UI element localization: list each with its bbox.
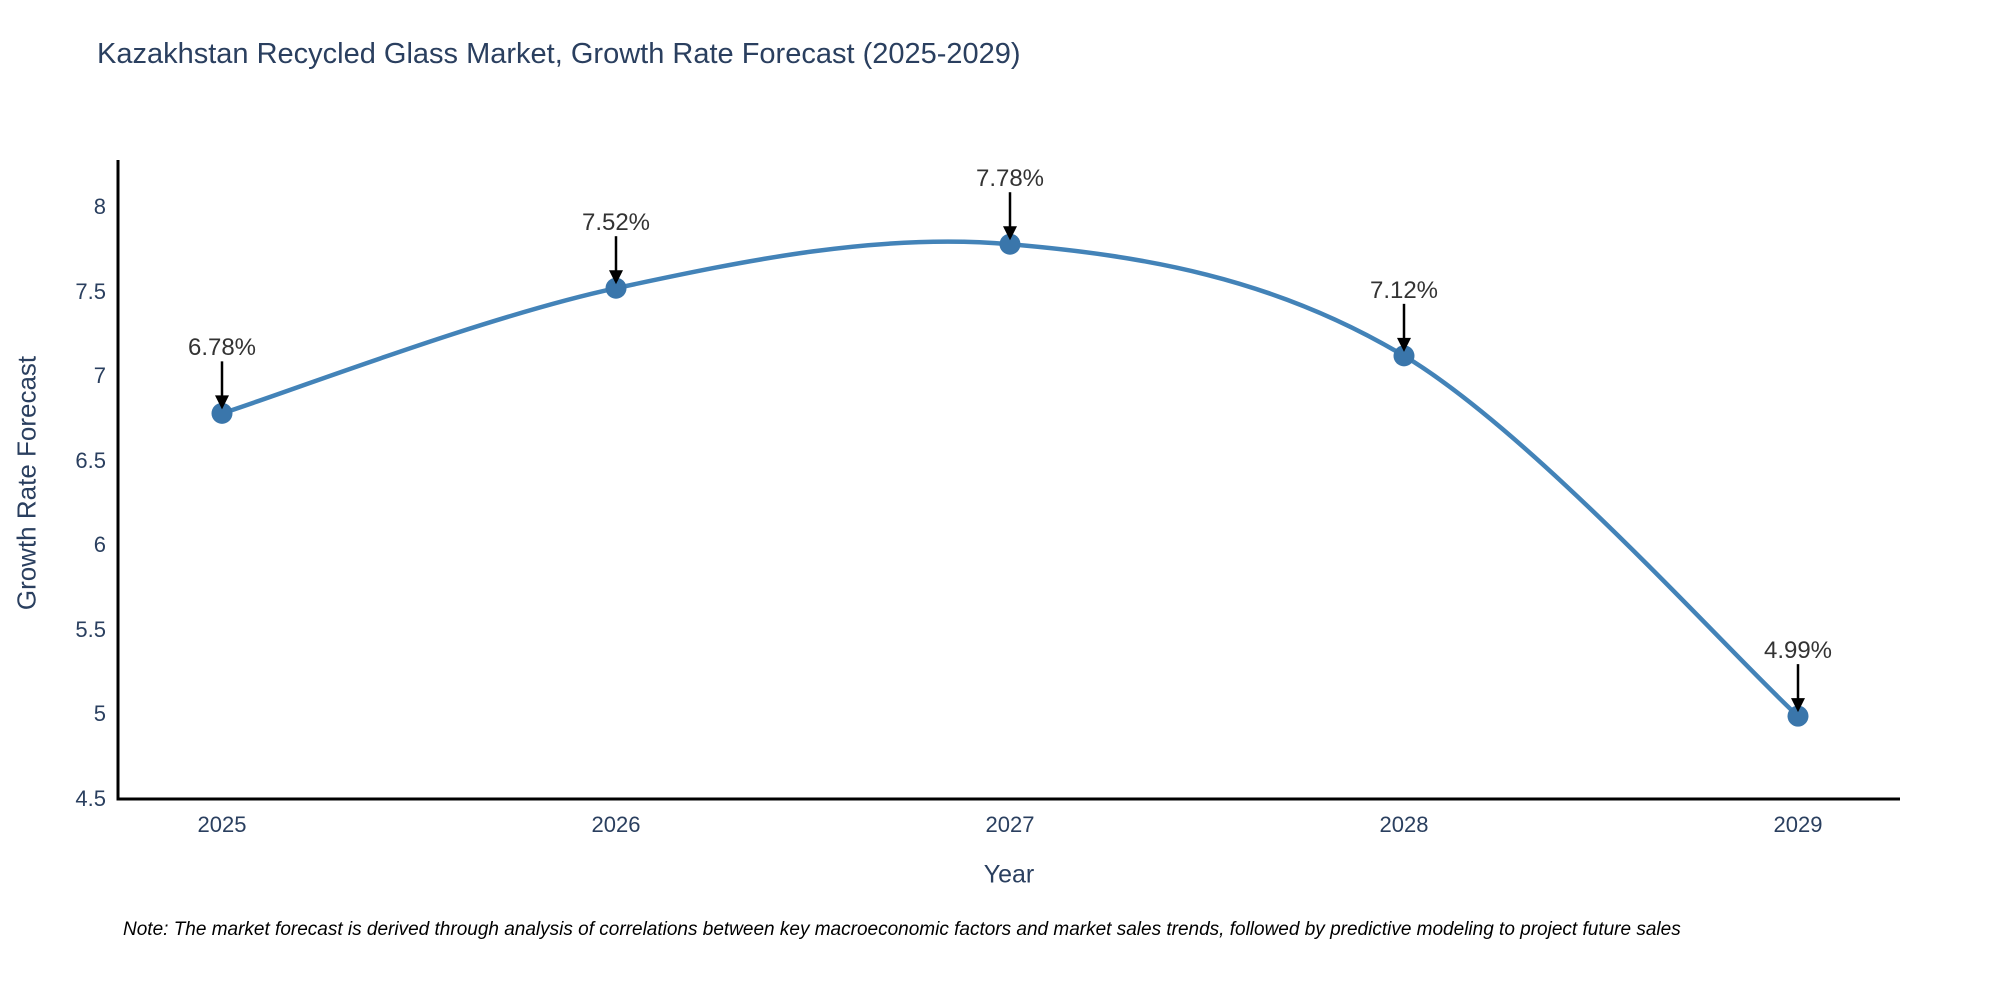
point-value-label: 6.78%: [187, 334, 257, 362]
x-tick-label: 2027: [985, 812, 1035, 837]
x-tick-label: 2025: [197, 812, 247, 837]
x-tick-label: 2028: [1379, 812, 1429, 837]
y-tick-label: 5: [93, 701, 106, 727]
y-tick-label: 7.5: [75, 278, 106, 304]
x-axis-title: Year: [983, 860, 1035, 889]
y-axis-title: Growth Rate Forecast: [11, 355, 42, 611]
forecast-line: [221, 239, 1800, 718]
y-tick-label: 4.5: [75, 786, 106, 811]
y-tick-label: 8: [93, 194, 106, 219]
annotation-arrow-head: [1791, 698, 1805, 713]
y-tick-label: 6.5: [75, 447, 106, 473]
data-point-marker-2028: [1393, 345, 1415, 367]
data-point-marker-2026: [605, 277, 627, 299]
point-value-label: 7.52%: [581, 209, 651, 237]
point-value-label: 4.99%: [1763, 637, 1833, 665]
annotation-arrow-head: [215, 395, 229, 410]
y-tick-label: 6: [93, 532, 106, 558]
x-tick-label: 2029: [1773, 812, 1823, 837]
y-tick-label: 5.5: [75, 616, 106, 642]
annotation-arrow-head: [1003, 226, 1017, 241]
chart-title: Kazakhstan Recycled Glass Market, Growth…: [97, 38, 1021, 70]
point-value-label: 7.12%: [1369, 276, 1439, 304]
data-point-marker-2025: [211, 402, 233, 424]
point-value-label: 7.78%: [975, 165, 1045, 193]
annotation-arrow-head: [609, 270, 623, 285]
annotation-arrow-head: [1397, 337, 1411, 352]
data-point-marker-2029: [1787, 705, 1809, 727]
chart-note: Note: The market forecast is derived thr…: [123, 919, 1681, 940]
x-tick-label: 2026: [591, 812, 641, 837]
data-point-marker-2027: [999, 233, 1021, 255]
y-tick-label: 7: [93, 363, 106, 389]
